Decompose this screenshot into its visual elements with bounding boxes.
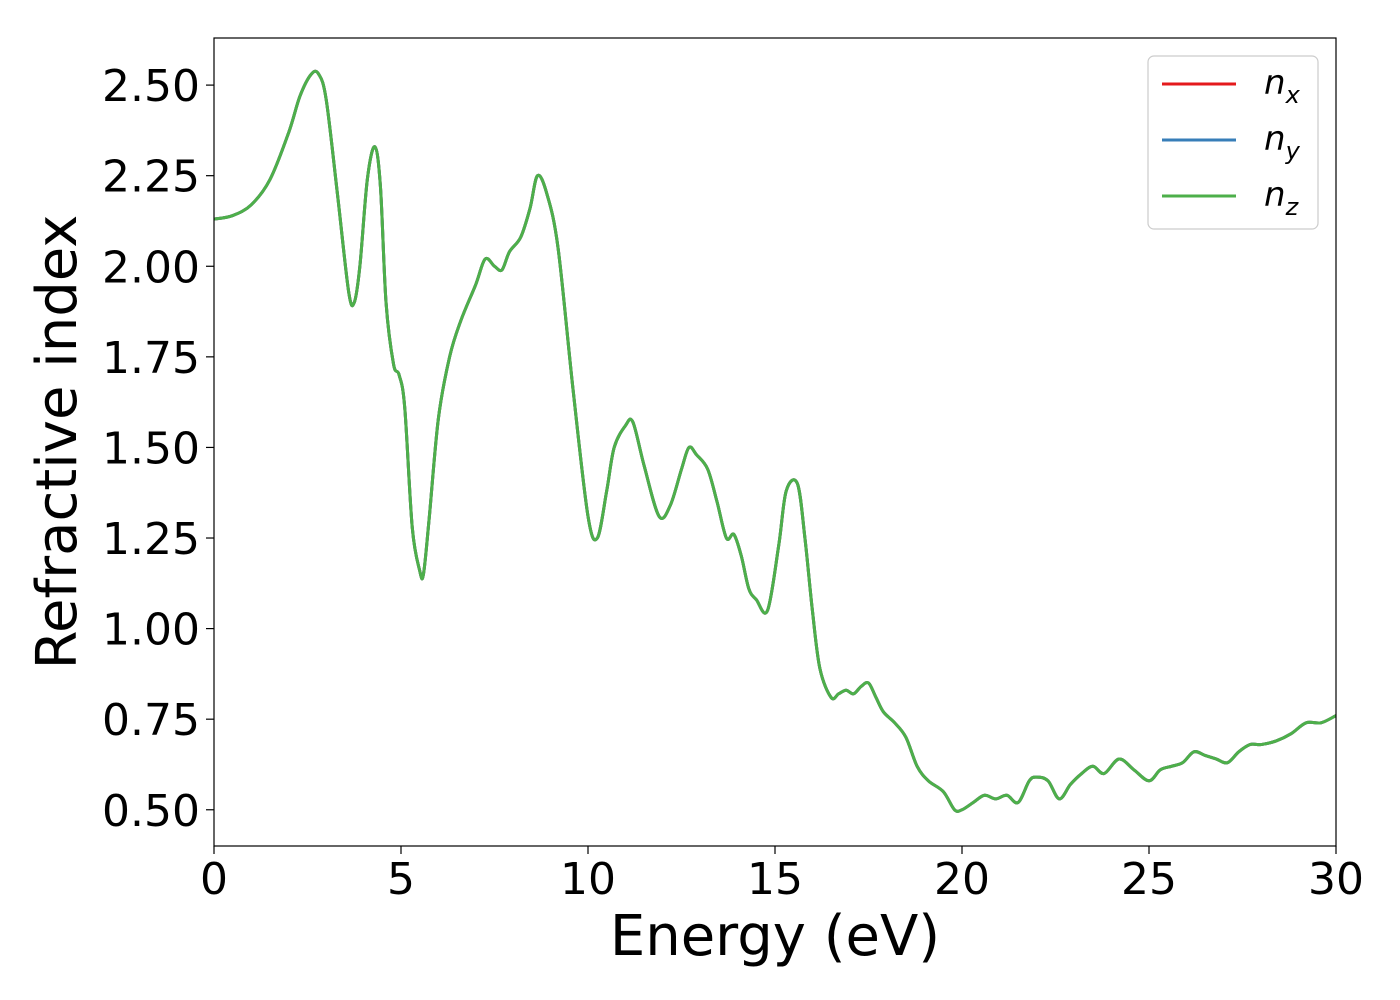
x-tick-label: 30 [1308, 854, 1364, 905]
x-tick-label: 15 [747, 854, 803, 905]
legend-label-nz: nz [1264, 175, 1300, 221]
series-layer [214, 69, 1336, 813]
y-tick-label: 1.25 [102, 514, 200, 565]
legend-box [1147, 55, 1319, 230]
y-tick-label: 1.00 [102, 605, 200, 656]
x-tick-label: 20 [934, 854, 990, 905]
y-axis-ticks: 0.50 0.75 1.00 1.25 1.50 1.75 2.00 2.25 2.50 [102, 61, 214, 837]
x-axis-ticks: 0 5 10 15 20 25 30 [200, 846, 1364, 905]
y-tick-label: 2.50 [102, 61, 200, 112]
x-axis-title: Energy (eV) [610, 904, 940, 969]
x-tick-label: 25 [1121, 854, 1177, 905]
x-tick-label: 5 [387, 854, 415, 905]
y-axis-title: Refractive index [25, 215, 90, 670]
y-tick-label: 2.25 [102, 152, 200, 203]
y-tick-label: 2.00 [102, 242, 200, 293]
legend-label-nx: nx [1264, 63, 1301, 109]
y-tick-label: 0.75 [102, 695, 200, 746]
y-tick-label: 1.50 [102, 423, 200, 474]
y-tick-label: 0.50 [102, 786, 200, 837]
series-line-nz [214, 69, 1336, 813]
x-tick-label: 10 [560, 854, 616, 905]
legend: nx ny nz [1147, 55, 1319, 230]
legend-label-ny: ny [1264, 119, 1301, 165]
y-tick-label: 1.75 [102, 333, 200, 384]
x-tick-label: 0 [200, 854, 228, 905]
